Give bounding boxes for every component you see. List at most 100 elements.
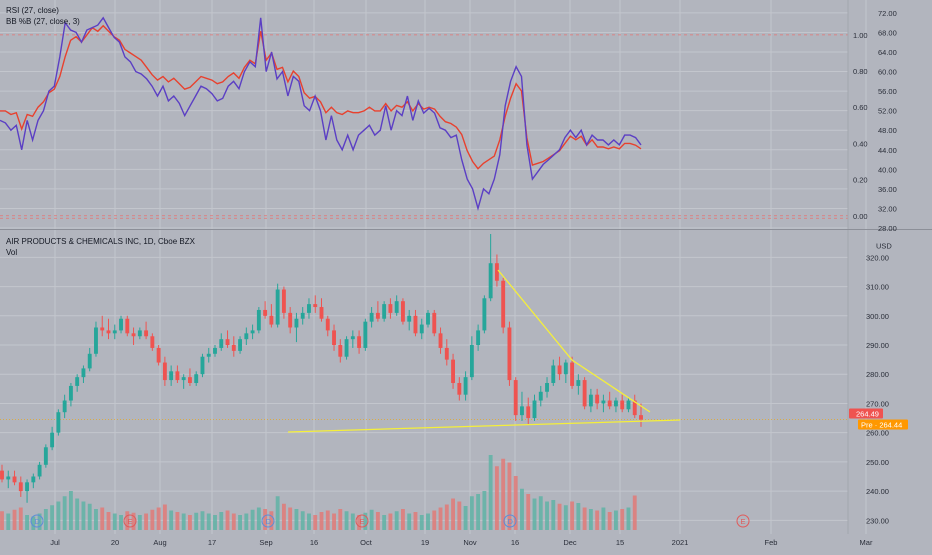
earnings-marker-letter[interactable]: E — [128, 517, 133, 526]
bb-percent-b-line — [0, 24, 642, 170]
time-axis-label[interactable]: Aug — [153, 538, 166, 547]
volume-bar — [438, 507, 443, 530]
dividend-marker[interactable] — [30, 514, 44, 528]
dividend-marker-letter[interactable]: D — [35, 517, 41, 526]
drawings[interactable] — [287, 269, 681, 433]
price-axis-tick[interactable]: 290.00 — [866, 341, 889, 350]
earnings-marker[interactable] — [355, 514, 369, 528]
candle-body — [162, 362, 167, 381]
candle-body — [244, 333, 249, 340]
volume-bar — [43, 509, 48, 530]
volume-bar — [50, 505, 55, 530]
price-axis-tick[interactable]: 240.00 — [866, 487, 889, 496]
candle-body — [25, 482, 30, 492]
rsi-axis-tick[interactable]: 60.00 — [878, 68, 897, 77]
time-axis-label[interactable]: 2021 — [672, 538, 689, 547]
time-axis-label[interactable]: 20 — [111, 538, 119, 547]
earnings-marker[interactable] — [123, 514, 137, 528]
time-axis-label[interactable]: 17 — [208, 538, 216, 547]
price-axis-tick[interactable]: 250.00 — [866, 458, 889, 467]
volume-bar — [263, 509, 268, 530]
dividend-marker-letter[interactable]: D — [508, 517, 514, 526]
time-axis[interactable]: Jul 20 Aug 17 Sep 16 Oct 19 Nov 16 Dec 15 2021 Feb Mar — [0, 534, 932, 550]
time-axis-label[interactable]: Dec — [563, 538, 577, 547]
price-axis-tick[interactable]: 230.00 — [866, 516, 889, 525]
candle-body — [563, 362, 568, 375]
price-axis-tick[interactable]: 270.00 — [866, 399, 889, 408]
candle-body — [156, 347, 161, 363]
volume-bar — [144, 513, 149, 530]
rsi-axis-tick[interactable]: 48.00 — [878, 126, 897, 135]
price-axis-tick[interactable]: 320.00 — [866, 253, 889, 262]
lower-trendline[interactable] — [287, 419, 681, 433]
rsi-axis-tick[interactable]: 68.00 — [878, 28, 897, 37]
volume-bar — [87, 503, 92, 530]
rsi-axis-tick[interactable]: 40.00 — [878, 165, 897, 174]
candle-body — [570, 362, 575, 386]
earnings-marker-letter[interactable]: E — [741, 517, 746, 526]
candle-body — [137, 330, 142, 337]
rsi-axis-tick[interactable]: 44.00 — [878, 146, 897, 155]
volume-bar — [570, 501, 575, 530]
price-axis[interactable]: 72.00 68.00 64.00 60.00 56.00 52.00 48.00 44.00… — [0, 0, 932, 534]
price-axis-tick[interactable]: 310.00 — [866, 283, 889, 292]
last-price-value: 264.49 — [856, 410, 879, 419]
price-axis-tick[interactable]: 260.00 — [866, 429, 889, 438]
time-axis-label[interactable]: 16 — [310, 538, 318, 547]
volume-bar — [451, 498, 456, 530]
price-axis-tick[interactable]: 300.00 — [866, 312, 889, 321]
rsi-axis-tick[interactable]: 32.00 — [878, 204, 897, 213]
candle-body — [451, 359, 456, 383]
earnings-marker-letter[interactable]: E — [360, 517, 365, 526]
dividend-marker-letter[interactable]: D — [266, 517, 272, 526]
time-axis-label[interactable]: Feb — [765, 538, 778, 547]
time-axis-label[interactable]: Nov — [463, 538, 477, 547]
bb-axis-tick[interactable]: 0.20 — [853, 176, 868, 185]
bb-axis-tick[interactable]: 0.80 — [853, 67, 868, 76]
volume-bar — [325, 510, 330, 530]
candle-body — [532, 400, 537, 419]
time-axis-label[interactable]: Sep — [259, 538, 272, 547]
bb-axis-tick[interactable]: 0.40 — [853, 139, 868, 148]
rsi-axis-tick[interactable]: 52.00 — [878, 107, 897, 116]
volume-bar — [332, 513, 336, 530]
symbol-title[interactable]: AIR PRODUCTS & CHEMICALS INC, 1D, Cboe B… — [6, 237, 195, 246]
volume-bar — [31, 516, 36, 530]
upper-trendline[interactable] — [497, 269, 651, 413]
dividend-marker[interactable] — [503, 514, 517, 528]
bb-legend-label[interactable]: BB %B (27, close, 3) — [6, 17, 80, 26]
volume-legend-label[interactable]: Vol — [6, 248, 18, 257]
rsi-axis-tick[interactable]: 72.00 — [878, 9, 897, 18]
rsi-axis-tick[interactable]: 36.00 — [878, 185, 897, 194]
time-axis-label[interactable]: Oct — [360, 538, 373, 547]
bb-axis-tick[interactable]: 0.00 — [853, 212, 868, 221]
time-axis-label[interactable]: 15 — [616, 538, 624, 547]
volume-bar — [432, 510, 437, 530]
earnings-marker[interactable] — [736, 514, 750, 528]
candle-body — [213, 347, 217, 354]
volume-bar — [501, 458, 506, 530]
candlesticks — [0, 234, 643, 503]
volume-bar — [626, 507, 631, 530]
candle-body — [557, 365, 562, 375]
candle-body — [595, 394, 600, 404]
dividend-marker[interactable] — [261, 514, 275, 528]
candle-body — [169, 371, 174, 381]
volume-bar — [112, 513, 117, 530]
candle-body — [469, 345, 474, 378]
rsi-axis-tick[interactable]: 28.00 — [878, 224, 897, 233]
rsi-axis-tick[interactable]: 64.00 — [878, 48, 897, 57]
time-axis-label[interactable]: 19 — [421, 538, 429, 547]
rsi-axis-tick[interactable]: 56.00 — [878, 87, 897, 96]
bb-axis-tick[interactable]: 0.60 — [853, 103, 868, 112]
rsi-legend-label[interactable]: RSI (27, close) — [6, 6, 59, 15]
price-axis-tick[interactable]: 280.00 — [866, 370, 889, 379]
time-axis-label[interactable]: Jul — [50, 538, 60, 547]
candle-body — [250, 330, 255, 334]
time-axis-label[interactable]: 16 — [511, 538, 519, 547]
bb-axis-tick[interactable]: 1.00 — [853, 31, 868, 40]
time-axis-label[interactable]: Mar — [860, 538, 873, 547]
